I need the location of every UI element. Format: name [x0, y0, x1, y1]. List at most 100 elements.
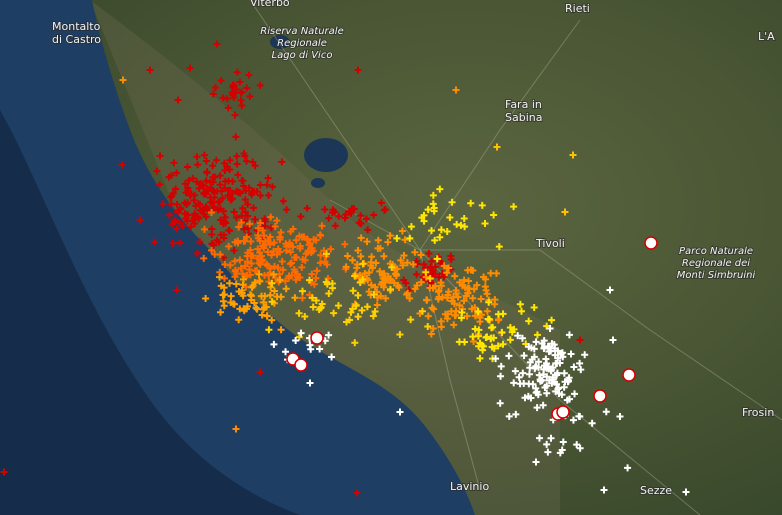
- lightning-strike: [249, 204, 257, 212]
- lightning-strike: [542, 355, 550, 363]
- lightning-strike: [308, 294, 316, 302]
- lightning-strike: [289, 243, 297, 251]
- lightning-strike: [208, 225, 216, 233]
- place-label: Rieti: [565, 2, 590, 15]
- lightning-strike: [216, 181, 224, 189]
- lightning-strike: [226, 279, 234, 287]
- lightning-strike: [270, 340, 278, 348]
- lightning-strike: [183, 201, 191, 209]
- lightning-strike: [367, 281, 375, 289]
- lightning-strike: [219, 297, 227, 305]
- lightning-strike: [346, 316, 354, 324]
- lightning-strike: [544, 448, 552, 456]
- lightning-strike: [543, 440, 551, 448]
- lightning-strike: [276, 233, 284, 241]
- lightning-strike: [384, 238, 392, 246]
- lightning-strike: [342, 263, 350, 271]
- lightning-strike: [269, 183, 277, 191]
- lightning-strike: [456, 301, 464, 309]
- lightning-strike: [530, 303, 538, 311]
- lightning-strike: [209, 162, 217, 170]
- lightning-strike: [209, 90, 217, 98]
- lightning-strike: [173, 286, 181, 294]
- lightning-strike: [477, 295, 485, 303]
- lightning-strike: [185, 176, 193, 184]
- lightning-strike: [461, 223, 469, 231]
- lightning-strike: [221, 167, 229, 175]
- place-label: Fara in Sabina: [505, 98, 542, 124]
- lightning-strike: [498, 328, 506, 336]
- lightning-strike: [520, 352, 528, 360]
- lightning-strike: [260, 298, 268, 306]
- lightning-strike: [374, 236, 382, 244]
- lightning-strike: [521, 394, 529, 402]
- lightning-strike: [268, 298, 276, 306]
- lightning-strike: [159, 200, 167, 208]
- lightning-strike: [532, 458, 540, 466]
- lightning-strike: [481, 220, 489, 228]
- lightning-strike: [535, 434, 543, 442]
- lightning-strike: [609, 336, 617, 344]
- lightning-strike: [428, 257, 436, 265]
- lightning-strike: [373, 301, 381, 309]
- lightning-strike: [273, 250, 281, 258]
- lightning-strike: [298, 263, 306, 271]
- lightning-strike: [202, 294, 210, 302]
- lightning-strike: [546, 324, 554, 332]
- lightning-strike: [518, 307, 526, 315]
- lightning-strike: [274, 245, 282, 253]
- lightning-strike: [254, 231, 262, 239]
- strikes: [0, 40, 690, 497]
- lightning-strike: [226, 156, 234, 164]
- lightning-strike: [354, 66, 362, 74]
- lightning-strike: [200, 254, 208, 262]
- lightning-strike: [298, 287, 306, 295]
- lightning-strike: [230, 81, 238, 89]
- lightning-strike: [565, 331, 573, 339]
- lightning-strike: [206, 178, 214, 186]
- lightning-strike: [231, 267, 239, 275]
- lightning-strike: [232, 280, 240, 288]
- lightning-strike: [451, 272, 459, 280]
- lightning-strike: [365, 268, 373, 276]
- lightning-strike: [267, 283, 275, 291]
- lightning-strike: [527, 344, 535, 352]
- lightning-strike: [418, 214, 426, 222]
- lightning-strike: [293, 270, 301, 278]
- lightning-strike: [377, 199, 385, 207]
- lightning-strike: [559, 438, 567, 446]
- lightning-strike: [261, 237, 269, 245]
- lightning-strike: [221, 213, 229, 221]
- lightning-strike: [482, 286, 490, 294]
- lightning-strike: [487, 335, 495, 343]
- lightning-strike: [469, 333, 477, 341]
- lightning-strike: [406, 234, 414, 242]
- lightning-strike: [510, 379, 518, 387]
- lightning-strike: [268, 316, 276, 324]
- lightning-strike: [355, 274, 363, 282]
- lightning-strike: [437, 323, 445, 331]
- lightning-strike: [543, 382, 551, 390]
- lightning-strike: [227, 196, 235, 204]
- lightning-strike: [576, 336, 584, 344]
- lightning-strike: [296, 245, 304, 253]
- lightning-strike: [325, 331, 333, 339]
- lightning-strike: [576, 412, 584, 420]
- lightning-strike: [424, 206, 432, 214]
- lightning-strike: [202, 177, 210, 185]
- lightning-strike: [192, 202, 200, 210]
- lightning-strike: [341, 240, 349, 248]
- lightning-strike: [331, 222, 339, 230]
- lightning-strike: [257, 292, 265, 300]
- lightning-strike: [427, 330, 435, 338]
- lightning-strike: [357, 252, 365, 260]
- lightning-strike: [119, 76, 127, 84]
- lightning-strike: [232, 133, 240, 141]
- lightning-strike: [156, 152, 164, 160]
- lightning-strike: [258, 311, 266, 319]
- lightning-strike: [551, 345, 559, 353]
- lightning-strike: [202, 203, 210, 211]
- lightning-strike: [624, 464, 632, 472]
- lightning-strike: [549, 373, 557, 381]
